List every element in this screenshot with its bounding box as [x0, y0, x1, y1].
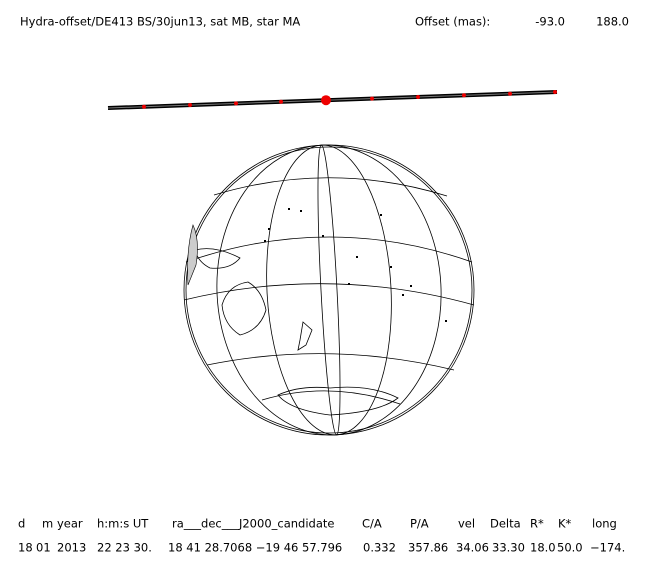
- shadow-track: [107, 90, 558, 110]
- table-cell: 34.06: [456, 541, 489, 555]
- globe: [183, 144, 475, 436]
- table-cell: 0.332: [363, 541, 396, 555]
- table-cell: 18.0: [530, 541, 556, 555]
- table-cell: 18: [18, 541, 33, 555]
- table-cell: 22 23 30.: [97, 541, 152, 555]
- column-header: m: [42, 517, 53, 531]
- column-header: long: [592, 517, 617, 531]
- column-header: vel: [458, 517, 475, 531]
- offset-value: -93.0: [535, 15, 565, 29]
- column-header: R*: [530, 517, 544, 531]
- table-cell: 18 41 28.7068 −19 46 57.796: [168, 541, 342, 555]
- column-header: d: [18, 517, 25, 531]
- offset-label: Offset (mas):: [415, 15, 490, 29]
- column-header: ra___dec___J2000_candidate: [172, 517, 334, 531]
- table-cell: −174.: [590, 541, 625, 555]
- table-cell: 01: [36, 541, 51, 555]
- table-cell: 357.86: [408, 541, 448, 555]
- table-cell: 2013: [57, 541, 86, 555]
- column-header: C/A: [362, 517, 382, 531]
- column-header: Delta: [490, 517, 521, 531]
- table-cell: 33.30: [492, 541, 525, 555]
- title: Hydra-offset/DE413 BS/30jun13, sat MB, s…: [20, 15, 300, 29]
- column-header: h:m:s UT: [97, 517, 149, 531]
- table-cell: 50.0: [557, 541, 583, 555]
- offset-value: 188.0: [596, 15, 629, 29]
- column-header: year: [57, 517, 83, 531]
- column-header: K*: [558, 517, 572, 531]
- column-header: P/A: [410, 517, 429, 531]
